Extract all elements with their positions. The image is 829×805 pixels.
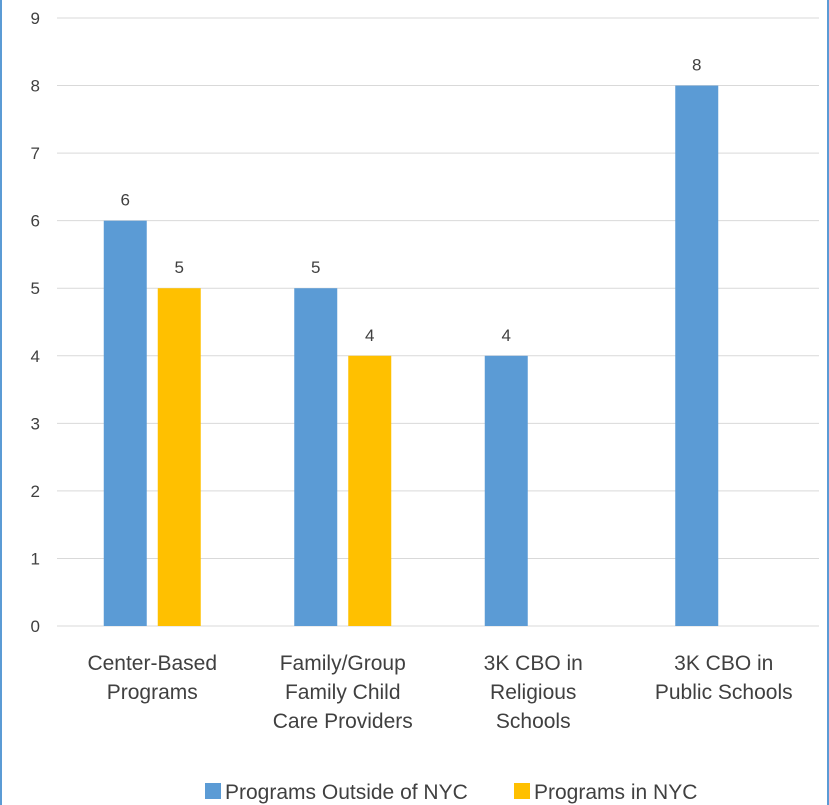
y-tick-label: 5: [31, 279, 40, 298]
y-tick-label: 1: [31, 549, 40, 568]
category-labels: Center-Based Programs Family/Group Family C…: [87, 652, 792, 733]
y-axis-ticks: 0 1 2 3 4 5 6 7 8 9: [31, 9, 40, 636]
legend: Programs Outside of NYC Programs in NYC: [205, 781, 697, 804]
category-label: Family/Group Family Child Care Providers: [273, 652, 413, 733]
category-label: 3K CBO in Religious Schools: [484, 652, 583, 733]
category-label-line: Religious: [490, 681, 576, 704]
bar: [103, 220, 147, 626]
bar: [294, 288, 338, 626]
legend-swatch: [514, 783, 530, 799]
data-labels: 6 5 4 8 5 4: [121, 56, 702, 345]
y-tick-label: 0: [31, 617, 40, 636]
y-tick-label: 4: [31, 347, 40, 366]
y-tick-label: 6: [31, 212, 40, 231]
category-label-line: Programs: [107, 681, 198, 704]
legend-label: Programs in NYC: [534, 781, 697, 804]
bar: [484, 355, 528, 626]
bar: [675, 85, 719, 627]
bar: [157, 288, 201, 626]
bar: [348, 355, 392, 626]
y-tick-label: 3: [31, 414, 40, 433]
data-label: 4: [502, 326, 511, 345]
category-label-line: Family/Group: [280, 652, 406, 675]
data-label: 8: [692, 56, 701, 75]
category-label-line: Schools: [496, 710, 571, 733]
data-label: 5: [175, 258, 184, 277]
category-label: Center-Based Programs: [87, 652, 217, 704]
legend-label: Programs Outside of NYC: [225, 781, 468, 804]
y-tick-label: 9: [31, 9, 40, 28]
data-label: 5: [311, 258, 320, 277]
category-label-line: 3K CBO in: [674, 652, 773, 675]
legend-swatch: [205, 783, 221, 799]
category-label-line: Family Child: [285, 681, 401, 704]
category-label: 3K CBO in Public Schools: [655, 652, 793, 704]
data-label: 6: [121, 191, 130, 210]
bars: [103, 85, 719, 627]
category-label-line: 3K CBO in: [484, 652, 583, 675]
category-label-line: Public Schools: [655, 681, 793, 704]
category-label-line: Center-Based: [87, 652, 217, 675]
y-tick-label: 7: [31, 144, 40, 163]
category-label-line: Care Providers: [273, 710, 413, 733]
data-label: 4: [365, 326, 374, 345]
y-tick-label: 2: [31, 482, 40, 501]
y-tick-label: 8: [31, 77, 40, 96]
